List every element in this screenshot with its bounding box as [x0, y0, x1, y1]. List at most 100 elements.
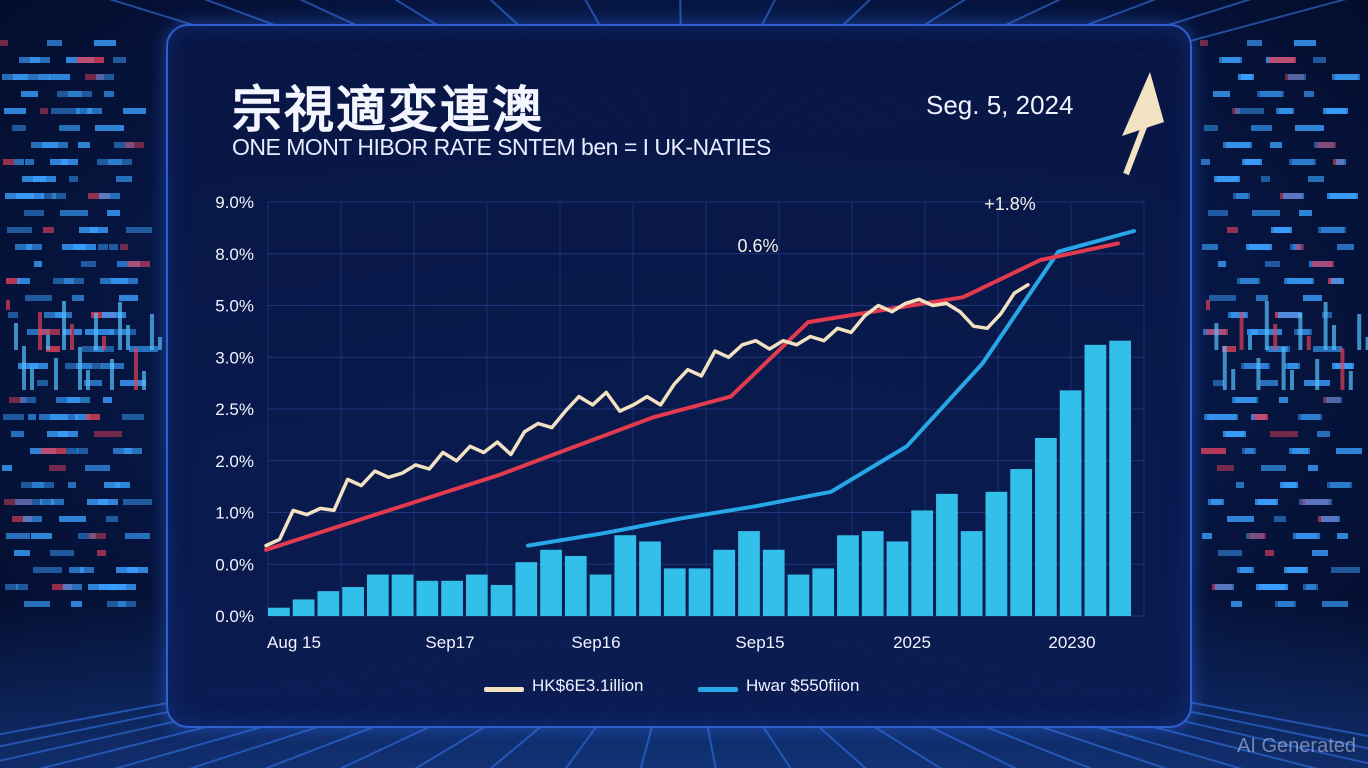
ticker-cell [1244, 74, 1254, 80]
ticker-cell [1222, 346, 1236, 352]
ticker-cell [41, 193, 56, 199]
ticker-cell [99, 193, 120, 199]
chart-annotations: 0.6% +1.8% [737, 194, 1035, 256]
bar [416, 580, 439, 616]
bar [639, 541, 661, 616]
chart-date: Seg. 5, 2024 [926, 90, 1074, 120]
ticker-cell [107, 210, 120, 216]
ticker-cell [68, 91, 92, 97]
y-axis-labels: 9.0% 8.0% 5.0% 3.0% 2.5% 2.0% 1.0% 0.0% 0.0% [215, 193, 254, 626]
ticker-cell [1337, 244, 1354, 250]
ticker-cell [16, 584, 28, 590]
ticker-cell [1209, 295, 1236, 301]
ticker-cell [119, 295, 138, 301]
x-tick-label: 2025 [893, 633, 931, 652]
ticker-cell [51, 108, 80, 114]
ticker-cell [6, 533, 30, 539]
ticker-cell [37, 380, 48, 386]
ticker-cell [20, 397, 36, 403]
bar [1035, 437, 1057, 616]
ticker-cell [32, 482, 54, 488]
bar [441, 580, 463, 616]
ticker-cell [120, 380, 146, 386]
ticker-cell [79, 227, 98, 233]
ticker-cell [76, 108, 92, 114]
ticker-cell [1249, 533, 1266, 539]
y-tick-label: 2.0% [215, 452, 254, 471]
ticker-cell [1279, 108, 1294, 114]
ticker-cell [64, 278, 84, 284]
ticker-cell [94, 40, 116, 46]
ticker-cell [1305, 499, 1332, 505]
series-line-cream [264, 283, 1030, 548]
bar [762, 549, 785, 616]
ticker-cell [29, 363, 48, 369]
ticker-cell [1270, 142, 1282, 148]
ticker-cell [0, 40, 8, 46]
ticker-cell [128, 261, 150, 267]
bar [861, 531, 884, 616]
candle [1315, 359, 1320, 390]
candle [118, 302, 122, 350]
ticker-cell [4, 108, 26, 114]
legend-item-1: HK$6E3.1illion [532, 676, 644, 695]
ticker-cell [1204, 125, 1218, 131]
x-tick-label: Aug 15 [267, 633, 321, 652]
ticker-cell [73, 244, 96, 250]
bar [366, 574, 389, 616]
bar [663, 568, 686, 616]
ticker-cell [24, 210, 44, 216]
ticker-cell [3, 159, 14, 165]
candle [78, 347, 82, 390]
bar [317, 591, 340, 616]
ticker-cell [7, 227, 32, 233]
ticker-cell [78, 142, 90, 148]
ticker-cell [26, 244, 42, 250]
ticker-cell [102, 312, 126, 318]
ticker-cell [1222, 57, 1242, 63]
ticker-cell [23, 516, 42, 522]
bar [1059, 390, 1082, 616]
ticker-cell [1330, 482, 1352, 488]
ticker-cell [86, 414, 100, 420]
ticker-cell [126, 227, 152, 233]
ticker-cell [1317, 431, 1330, 437]
bar [688, 568, 711, 616]
ticker-cell [125, 142, 144, 148]
ticker-cell [41, 448, 66, 454]
bar [490, 584, 513, 616]
ticker-cell [63, 584, 82, 590]
ticker-cell [1308, 465, 1318, 471]
ticker-cell [66, 448, 78, 454]
candle [1306, 336, 1311, 350]
ticker-cell [1235, 397, 1258, 403]
ticker-cell [1297, 329, 1312, 335]
bar-series [268, 340, 1131, 616]
ticker-cell [98, 499, 118, 505]
ticker-cell [80, 567, 94, 573]
legend-swatch-blue [698, 687, 738, 692]
ticker-cell [8, 312, 18, 318]
candle [30, 369, 34, 390]
y-tick-label: 0.0% [215, 555, 254, 574]
candle [1365, 337, 1368, 350]
bar [391, 574, 414, 616]
ticker-cell [1287, 567, 1308, 573]
chart-panel: 宗視適変連澳 Seg. 5, 2024 ONE MONT HIBOR RATE … [166, 24, 1192, 728]
candle [1206, 300, 1210, 310]
y-tick-label: 2.5% [215, 400, 254, 419]
ticker-cell [1287, 278, 1314, 284]
y-tick-label: 5.0% [215, 297, 254, 316]
ticker-cell [1215, 584, 1234, 590]
bar [886, 541, 909, 616]
ticker-cell [1245, 159, 1262, 165]
ticker-cell [94, 431, 122, 437]
trend-arrow-shaft [1123, 104, 1155, 176]
legend-swatch-cream [484, 687, 524, 692]
ticker-cell [1296, 244, 1304, 250]
ticker-cell [1213, 91, 1230, 97]
legend-item-2: Hwar $550fiion [746, 676, 860, 695]
bar [738, 531, 760, 616]
ticker-cell [1331, 278, 1344, 284]
ticker-cell [40, 499, 54, 505]
